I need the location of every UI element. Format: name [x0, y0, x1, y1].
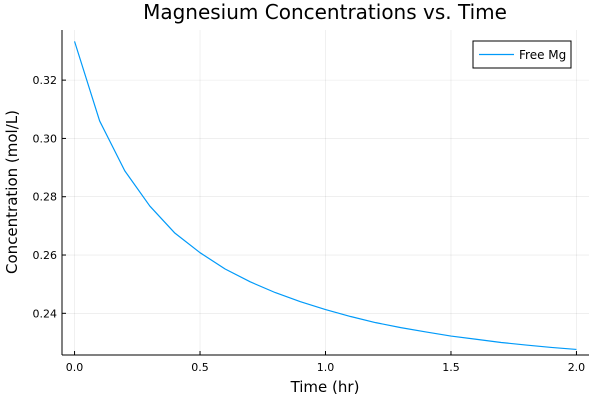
y-tick-label: 0.28 [33, 191, 58, 204]
x-tick-label: 1.0 [317, 361, 335, 374]
x-ticks: 0.0 0.5 1.0 1.5 2.0 [66, 351, 585, 374]
grid [62, 30, 589, 355]
y-tick-label: 0.24 [33, 307, 58, 320]
legend: Free Mg [472, 40, 572, 69]
x-axis-label: Time (hr) [290, 378, 360, 396]
y-tick-label: 0.30 [33, 132, 58, 145]
legend-label: Free Mg [519, 48, 566, 62]
x-tick-label: 2.0 [568, 361, 586, 374]
x-tick-label: 0.5 [191, 361, 209, 374]
x-tick-label: 1.5 [442, 361, 460, 374]
y-tick-label: 0.26 [33, 249, 58, 262]
y-tick-label: 0.32 [33, 74, 58, 87]
y-axis-label: Concentration (mol/L) [3, 110, 21, 274]
y-ticks: 0.24 0.26 0.28 0.30 0.32 [33, 74, 66, 320]
series-line-free-mg [73, 41, 577, 351]
chart-title: Magnesium Concentrations vs. Time [143, 0, 507, 24]
series-layer [73, 41, 577, 351]
x-tick-label: 0.0 [66, 361, 84, 374]
